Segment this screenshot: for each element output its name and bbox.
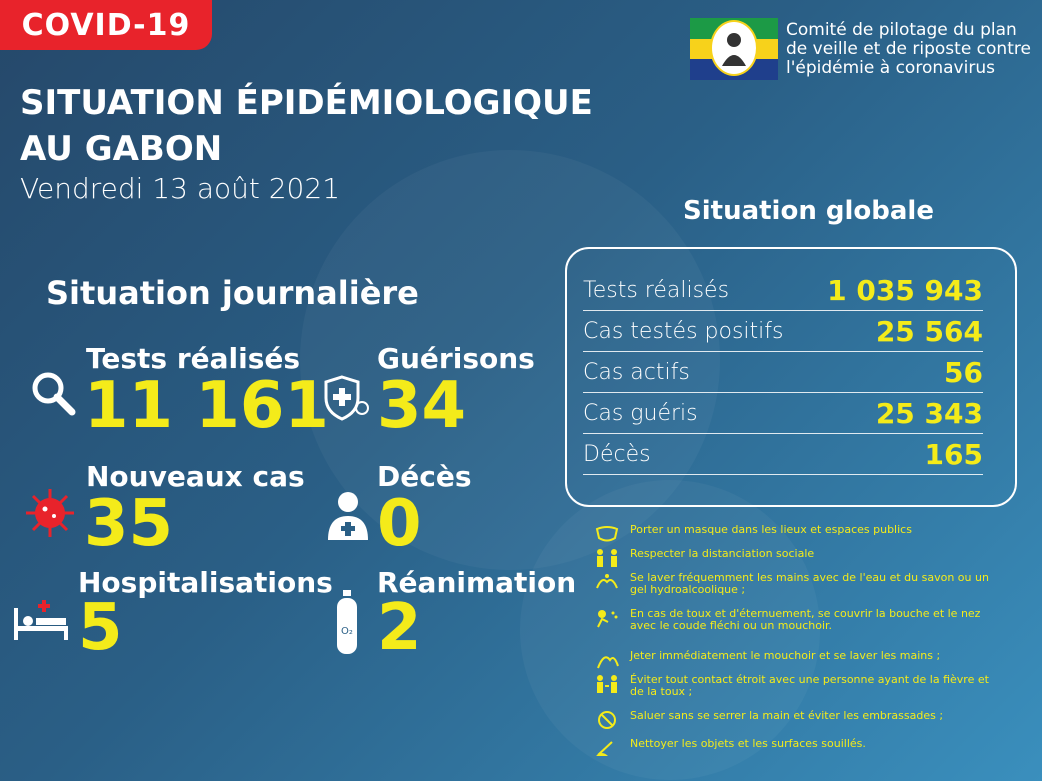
- advice-text: Respecter la distanciation sociale: [630, 547, 815, 560]
- committee-logo: Comité de pilotage du plan de veille et …: [690, 18, 1036, 80]
- shield-virus-icon: [322, 374, 372, 426]
- svg-text:O₂: O₂: [341, 626, 353, 637]
- daily-new-cases-value: 35: [84, 487, 174, 561]
- global-row-label: Cas testés positifs: [583, 318, 784, 344]
- global-row-value: 25 564: [875, 314, 983, 348]
- title-line-1: SITUATION ÉPIDÉMIOLOGIQUE: [20, 83, 593, 123]
- global-row-label: Cas actifs: [583, 359, 690, 385]
- daily-icu-value: 2: [377, 591, 422, 665]
- advice-item: Jeter immédiatement le mouchoir et se la…: [594, 650, 994, 670]
- daily-tests-label: Tests réalisés: [86, 342, 301, 375]
- global-row: Cas guéris 25 343: [583, 393, 983, 434]
- cleaning-icon: [596, 741, 613, 756]
- global-row-value: 25 343: [875, 396, 983, 430]
- global-row-value: 165: [924, 437, 983, 471]
- advice-text: Saluer sans se serrer la main et éviter …: [630, 709, 944, 722]
- cough-icon: [597, 610, 618, 628]
- background-decoration: [520, 480, 820, 780]
- global-row: Décès 165: [583, 434, 983, 475]
- advice-item: Se laver fréquemment les mains avec de l…: [594, 572, 994, 596]
- seal-icon: [710, 20, 758, 76]
- daily-hospitalisations-label: Hospitalisations: [78, 566, 333, 599]
- daily-recoveries-value: 34: [377, 369, 467, 443]
- no-handshake-icon: [598, 711, 616, 729]
- gabon-flag-seal: [690, 18, 778, 80]
- page-title: SITUATION ÉPIDÉMIOLOGIQUE AU GABON: [20, 80, 593, 172]
- mask-icon: [595, 526, 619, 542]
- global-row: Cas actifs 56: [583, 352, 983, 393]
- background-decoration: [300, 150, 720, 570]
- advice-item: En cas de toux et d'éternuement, se couv…: [594, 608, 994, 632]
- global-row-value: 56: [944, 355, 983, 389]
- virus-icon: [24, 487, 76, 543]
- advice-text: Éviter tout contact étroit avec une pers…: [630, 673, 989, 698]
- distancing-icon: [597, 549, 617, 567]
- global-panel: [565, 247, 1017, 507]
- tissue-icon: [597, 656, 619, 669]
- advice-text: Se laver fréquemment les mains avec de l…: [630, 571, 989, 596]
- report-date: Vendredi 13 août 2021: [20, 172, 341, 205]
- global-row: Tests réalisés 1 035 943: [583, 270, 983, 311]
- oxygen-tank-icon: O₂: [334, 590, 360, 660]
- advice-text: Jeter immédiatement le mouchoir et se la…: [630, 649, 941, 662]
- daily-heading: Situation journalière: [46, 274, 419, 312]
- global-row-label: Cas guéris: [583, 400, 698, 426]
- daily-hospitalisations-value: 5: [78, 591, 123, 665]
- advice-item: Porter un masque dans les lieux et espac…: [594, 524, 994, 544]
- global-row: Cas testés positifs 25 564: [583, 311, 983, 352]
- hospital-bed-icon: [12, 598, 70, 646]
- daily-tests-value: 11 161: [84, 369, 329, 443]
- advice-item: Respecter la distanciation sociale: [594, 548, 994, 568]
- daily-new-cases-label: Nouveaux cas: [86, 460, 305, 493]
- global-row-value: 1 035 943: [827, 273, 983, 307]
- magnifier-icon: [30, 370, 78, 422]
- global-row-label: Décès: [583, 441, 651, 467]
- advice-item: Nettoyer les objets et les surfaces soui…: [594, 738, 994, 758]
- advice-text: En cas de toux et d'éternuement, se couv…: [630, 607, 981, 632]
- daily-recoveries-label: Guérisons: [377, 342, 535, 375]
- daily-deaths-label: Décès: [377, 460, 472, 493]
- person-cross-icon: [326, 490, 370, 546]
- global-heading: Situation globale: [683, 196, 934, 226]
- avoid-contact-icon: [597, 675, 617, 693]
- daily-deaths-value: 0: [377, 487, 422, 561]
- advice-text: Porter un masque dans les lieux et espac…: [630, 523, 912, 536]
- hand-wash-icon: [596, 574, 618, 589]
- covid-badge: COVID-19: [0, 0, 212, 50]
- global-row-label: Tests réalisés: [583, 277, 730, 303]
- committee-name: Comité de pilotage du plan de veille et …: [786, 19, 1031, 78]
- advice-text: Nettoyer les objets et les surfaces soui…: [630, 737, 866, 750]
- advice-item: Saluer sans se serrer la main et éviter …: [594, 710, 994, 730]
- advice-item: Éviter tout contact étroit avec une pers…: [594, 674, 994, 698]
- daily-icu-label: Réanimation: [377, 566, 577, 599]
- title-line-2: AU GABON: [20, 129, 223, 169]
